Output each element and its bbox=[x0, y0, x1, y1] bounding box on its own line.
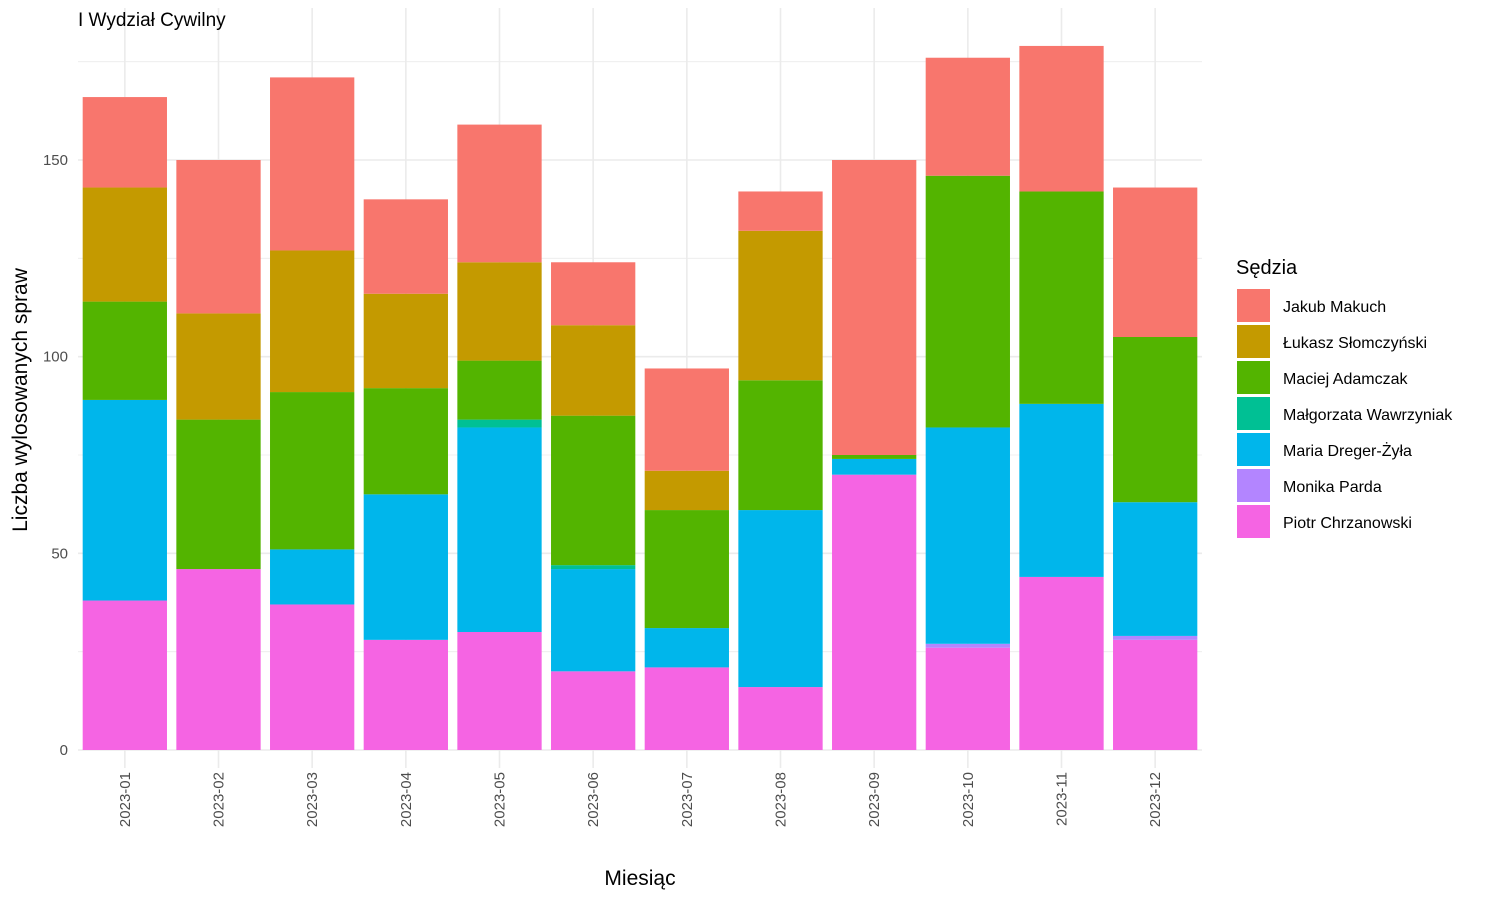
legend: Sędzia Jakub Makuch Łukasz Słomczyński Mac… bbox=[1236, 257, 1453, 538]
bar-segment bbox=[1113, 502, 1198, 636]
chart-title: I Wydział Cywilny bbox=[78, 10, 226, 31]
bar-segment bbox=[644, 667, 729, 750]
bar-segment bbox=[1019, 576, 1104, 750]
legend-swatch bbox=[1237, 361, 1270, 394]
bar-segment bbox=[176, 419, 261, 570]
bar-segment bbox=[176, 569, 261, 750]
legend-label: Łukasz Słomczyński bbox=[1283, 335, 1427, 352]
legend-label: Jakub Makuch bbox=[1283, 299, 1386, 316]
bar-segment bbox=[832, 474, 917, 750]
bar-segment bbox=[363, 293, 448, 389]
bar-segment bbox=[270, 549, 355, 605]
bar-segment bbox=[551, 262, 636, 326]
y-tick-label: 0 bbox=[60, 742, 68, 759]
legend-label: Maciej Adamczak bbox=[1283, 371, 1408, 388]
bars bbox=[82, 45, 1198, 750]
x-tick-label: 2023-12 bbox=[1147, 772, 1164, 827]
bar-segment bbox=[551, 569, 636, 672]
bar-segment bbox=[457, 427, 542, 632]
bar-segment bbox=[644, 628, 729, 668]
bar-segment bbox=[1113, 337, 1198, 503]
legend-label: Piotr Chrzanowski bbox=[1283, 515, 1412, 532]
bar-segment bbox=[363, 199, 448, 294]
bar-segment bbox=[738, 230, 823, 381]
bar-segment bbox=[738, 687, 823, 750]
x-tick-label: 2023-01 bbox=[117, 772, 134, 827]
legend-label: Maria Dreger-Żyła bbox=[1283, 441, 1412, 460]
bar-segment bbox=[925, 427, 1010, 644]
bar-segment bbox=[551, 325, 636, 416]
legend-swatch bbox=[1237, 469, 1270, 502]
bar-segment bbox=[82, 301, 167, 400]
bar-segment bbox=[457, 262, 542, 361]
bar-segment bbox=[270, 604, 355, 750]
bar-segment bbox=[925, 647, 1010, 750]
x-tick-label: 2023-06 bbox=[585, 772, 602, 827]
bar-segment bbox=[82, 399, 167, 601]
bar-segment bbox=[644, 510, 729, 629]
x-tick-label: 2023-10 bbox=[960, 772, 977, 827]
bar-segment bbox=[1019, 403, 1104, 577]
bar-segment bbox=[82, 187, 167, 302]
x-tick-label: 2023-03 bbox=[304, 772, 321, 827]
bar-segment bbox=[457, 360, 542, 420]
bar-segment bbox=[925, 57, 1010, 176]
x-tick-label: 2023-02 bbox=[211, 772, 228, 827]
bar-segment bbox=[1019, 45, 1104, 192]
bar-segment bbox=[270, 250, 355, 393]
bar-segment bbox=[551, 671, 636, 750]
bar-segment bbox=[738, 191, 823, 231]
bar-segment bbox=[551, 565, 636, 570]
bar-segment bbox=[457, 419, 542, 428]
bar-segment bbox=[832, 455, 917, 459]
bar-segment bbox=[363, 388, 448, 495]
bar-segment bbox=[1113, 639, 1198, 750]
y-tick-label: 150 bbox=[43, 152, 68, 169]
legend-swatch bbox=[1237, 397, 1270, 430]
bar-segment bbox=[832, 160, 917, 455]
x-tick-label: 2023-08 bbox=[773, 772, 790, 827]
legend-swatch bbox=[1237, 325, 1270, 358]
legend-items: Jakub Makuch Łukasz Słomczyński Maciej Ada… bbox=[1237, 289, 1453, 538]
x-tick-label: 2023-05 bbox=[492, 772, 509, 827]
bar-segment bbox=[644, 368, 729, 471]
x-tick-label: 2023-04 bbox=[398, 772, 415, 827]
bar-segment bbox=[363, 639, 448, 750]
legend-swatch bbox=[1237, 289, 1270, 322]
bar-segment bbox=[82, 97, 167, 188]
bar-segment bbox=[644, 470, 729, 511]
bar-segment bbox=[363, 494, 448, 640]
y-tick-label: 50 bbox=[51, 545, 68, 562]
y-axis-title: Liczba wylosowanych spraw bbox=[9, 267, 32, 532]
bar-segment bbox=[925, 175, 1010, 428]
x-tick-label: 2023-09 bbox=[866, 772, 883, 827]
bar-segment bbox=[176, 160, 261, 314]
legend-swatch bbox=[1237, 505, 1270, 538]
bar-segment bbox=[176, 313, 261, 420]
legend-label: Małgorzata Wawrzyniak bbox=[1283, 407, 1453, 424]
bar-segment bbox=[1113, 635, 1198, 640]
x-axis-title: Miesiąc bbox=[604, 867, 675, 890]
bar-segment bbox=[832, 458, 917, 475]
x-axis-ticks: 2023-01 2023-02 2023-03 2023-04 2023-05 2023-… bbox=[117, 772, 1164, 827]
bar-segment bbox=[738, 510, 823, 688]
legend-label: Monika Parda bbox=[1283, 479, 1382, 496]
bar-segment bbox=[82, 600, 167, 750]
y-tick-label: 100 bbox=[43, 349, 68, 366]
x-tick-label: 2023-11 bbox=[1054, 772, 1071, 826]
bar-segment bbox=[1113, 187, 1198, 337]
bar-segment bbox=[270, 77, 355, 251]
bar-segment bbox=[551, 415, 636, 566]
bar-segment bbox=[457, 124, 542, 263]
legend-swatch bbox=[1237, 433, 1270, 466]
bar-segment bbox=[457, 632, 542, 750]
bar-segment bbox=[1019, 191, 1104, 404]
y-axis-ticks: 0 50 100 150 bbox=[43, 152, 68, 759]
legend-title: Sędzia bbox=[1236, 257, 1298, 279]
x-tick-label: 2023-07 bbox=[679, 772, 696, 827]
bar-segment bbox=[738, 380, 823, 511]
bar-segment bbox=[270, 392, 355, 550]
bar-segment bbox=[925, 643, 1010, 648]
